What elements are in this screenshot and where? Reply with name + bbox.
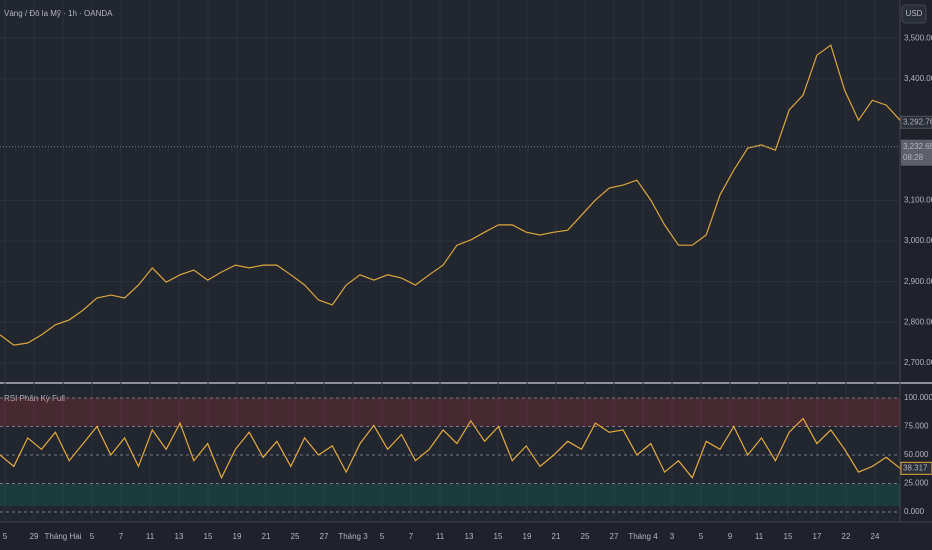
x-tick-label: 25	[291, 532, 300, 541]
x-tick-label: 5	[90, 532, 95, 541]
indicator-title: RSI Phân Kỳ Full	[4, 394, 65, 403]
x-tick-label: 15	[784, 532, 793, 541]
x-tick-label: 19	[233, 532, 242, 541]
currency-label[interactable]: USD	[906, 9, 923, 18]
symbol-title: Vàng / Đô la Mỹ · 1h · OANDA	[4, 9, 113, 18]
x-tick-label: 5	[380, 532, 385, 541]
countdown-label: 08:28	[903, 153, 924, 162]
x-tick-label: 21	[262, 532, 271, 541]
x-tick-label: 11	[755, 532, 764, 541]
y-tick-label: 2,700.000	[904, 358, 932, 367]
currency-button[interactable]	[901, 4, 927, 24]
prev-price-tag	[900, 115, 932, 129]
x-tick-label: 15	[494, 532, 503, 541]
x-tick-label: 22	[842, 532, 851, 541]
y-tick-label: 2,900.000	[904, 277, 932, 286]
x-tick-label: Tháng 3	[338, 532, 368, 541]
price-pane	[0, 0, 900, 382]
rsi-line	[0, 417, 901, 480]
x-tick-label: 5	[3, 532, 8, 541]
x-tick-label: 7	[119, 532, 124, 541]
overbought-zone	[0, 398, 900, 427]
x-tick-label: 19	[523, 532, 532, 541]
y-tick-label: 3,400.000	[904, 74, 932, 83]
y-tick-label: 3,000.000	[904, 236, 932, 245]
y-tick-label: 50.000	[904, 450, 929, 459]
y-tick-label: 2,800.000	[904, 317, 932, 326]
y-tick-label: 75.000	[904, 422, 929, 431]
x-tick-label: Tháng Hai	[45, 532, 82, 541]
x-tick-label: 17	[813, 532, 822, 541]
oversold-zone	[0, 483, 900, 506]
x-tick-label: 9	[728, 532, 733, 541]
x-tick-label: 3	[670, 532, 675, 541]
x-tick-label: 7	[409, 532, 414, 541]
x-tick-label: 27	[610, 532, 619, 541]
x-tick-label: 11	[146, 532, 155, 541]
last-price-label: 3,232.655	[903, 142, 932, 151]
x-tick-label: 27	[320, 532, 329, 541]
prev-price-label: 3,292.769	[903, 117, 932, 126]
y-tick-label: 100.000	[904, 393, 932, 402]
y-tick-label: 3,100.000	[904, 196, 932, 205]
y-tick-label: 0.000	[904, 507, 925, 516]
x-tick-label: 15	[204, 532, 213, 541]
x-tick-label: 29	[30, 532, 39, 541]
x-tick-label: 21	[552, 532, 561, 541]
x-tick-label: 24	[871, 532, 880, 541]
x-tick-label: 11	[436, 532, 445, 541]
x-tick-label: 25	[581, 532, 590, 541]
x-tick-label: 13	[175, 532, 184, 541]
last-price-tag	[901, 139, 932, 166]
price-line	[0, 44, 901, 346]
x-tick-label: 5	[699, 532, 704, 541]
y-tick-label: 25.000	[904, 479, 929, 488]
rsi-value-tag	[900, 461, 932, 475]
x-tick-label: Tháng 4	[628, 532, 658, 541]
rsi-value-label: 38.317	[903, 463, 928, 472]
y-tick-label: 3,500.000	[904, 33, 932, 42]
x-tick-label: 13	[465, 532, 474, 541]
